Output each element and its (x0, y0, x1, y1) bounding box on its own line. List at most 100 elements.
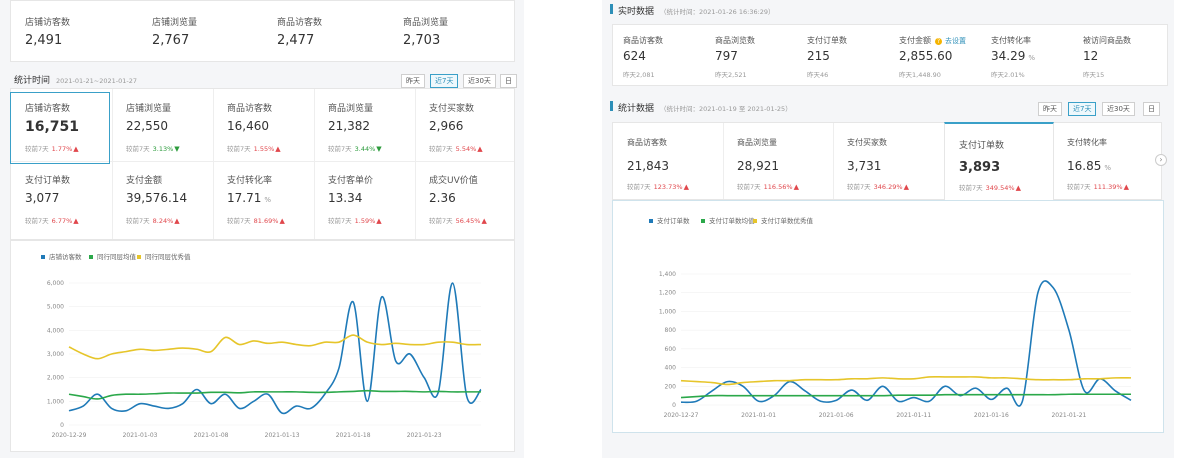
yesterday-value: 昨天2,521 (715, 71, 747, 79)
stat-label: 商品浏览数 (715, 36, 755, 45)
metrics-row: 商品访客数 21,843 较前7天 123.73%▲ 商品浏览量 28,921 较前7天 11… (612, 122, 1162, 200)
y-tick-label: 1,000 (47, 398, 64, 405)
x-tick-label: 2021-01-08 (194, 432, 229, 439)
stat-value: 12 (1083, 49, 1098, 63)
overview-card: 店铺访客数 2,491 店铺浏览量 2,767 商品访客数 2,477 商品浏览… (10, 0, 515, 62)
yesterday-value: 昨天2,081 (623, 71, 655, 79)
y-tick-label: 1,000 (659, 308, 676, 315)
metric-number: 16,751 (25, 119, 80, 135)
range-button-yesterday[interactable]: 昨天 (401, 74, 425, 88)
legend-swatch (649, 219, 653, 223)
legend-label: 同行同层均值 (97, 252, 137, 261)
metric-value: 3,893 (959, 160, 1000, 175)
range-button-yesterday[interactable]: 昨天 (1038, 102, 1062, 116)
compare-value: 1.55% (253, 145, 275, 153)
stat-label-row: 被访问商品数 (1083, 35, 1131, 46)
settings-link[interactable]: 去设置 (945, 37, 966, 45)
compare-label: 较前7天 (627, 183, 651, 191)
line-chart: 支付订单数 支付订单数均值 支付订单数优秀值 0 200 400 600 800 1,000 1,… (649, 216, 1132, 419)
metric-label: 支付买家数 (429, 104, 475, 114)
range-button-7days[interactable]: 近7天 (430, 74, 459, 88)
metric-number: 2.36 (429, 191, 456, 205)
metric-label: 支付买家数 (847, 138, 887, 147)
legend-label: 支付订单数均值 (709, 216, 755, 225)
x-tick-label: 2021-01-06 (819, 412, 854, 419)
stat-number: 2,855.60 (899, 49, 953, 63)
metric-number: 16.85 (1067, 159, 1102, 173)
legend-label: 支付订单数 (657, 216, 690, 225)
metric-compare: 较前7天 1.59%▲ (328, 215, 382, 225)
column-divider (314, 89, 315, 239)
realtime-title: 实时数据 (618, 7, 655, 17)
arrow-up-icon: ▲ (1123, 183, 1129, 191)
metric-unit: % (264, 196, 272, 204)
stat-label: 店铺访客数 (25, 18, 71, 28)
metric-number: 16,460 (227, 119, 269, 133)
metric-compare: 较前7天 56.45%▲ (429, 215, 487, 225)
legend-label: 支付订单数优秀值 (761, 216, 814, 225)
stat-label-row: 支付金额? 去设置 (899, 35, 966, 46)
legend-swatch (753, 219, 757, 223)
selected-metric-tab[interactable]: 支付订单数 3,893 较前7天 349.54%▲ (944, 122, 1054, 201)
y-tick-label: 3,000 (47, 351, 64, 358)
metric-value: 22,550 (126, 119, 168, 133)
metric-compare: 较前7天 1.55%▲ (227, 143, 281, 153)
stat-label: 商品浏览量 (403, 18, 449, 28)
x-tick-label: 2020-12-29 (52, 432, 87, 439)
legend-swatch (41, 255, 45, 259)
y-tick-label: 1,400 (659, 271, 676, 278)
metric-label: 支付客单价 (328, 176, 374, 186)
compare-value: 3.44% (354, 145, 376, 153)
metric-compare: 较前7天 8.24%▲ (126, 215, 180, 225)
metric-label: 支付转化率 (227, 176, 273, 186)
metric-compare: 较前7天 5.54%▲ (429, 143, 483, 153)
metric-label: 商品访客数 (627, 138, 667, 147)
compare-value: 56.45% (455, 217, 481, 225)
yesterday-value: 昨天46 (807, 71, 829, 79)
metric-label: 支付转化率 (1067, 138, 1107, 147)
metric-compare: 较前7天 6.77%▲ (25, 215, 79, 225)
metric-label: 成交UV价值 (429, 176, 478, 186)
y-tick-label: 600 (665, 346, 677, 353)
y-tick-label: 200 (665, 383, 677, 390)
metric-value: 28,921 (737, 159, 779, 173)
question-icon[interactable]: ? (935, 38, 942, 45)
metric-value: 21,382 (328, 119, 370, 133)
metric-number: 3,893 (959, 160, 1001, 175)
stat-value: 797 (715, 49, 738, 63)
compare-value: 1.59% (354, 217, 376, 225)
compare-value: 123.73% (653, 183, 683, 191)
stat-number: 12 (1083, 49, 1099, 63)
metric-compare: 较前7天 111.39%▲ (1067, 181, 1129, 191)
range-button-day[interactable]: 日 (500, 74, 517, 88)
metric-number: 13.34 (328, 191, 363, 205)
range-button-7days[interactable]: 近7天 (1068, 102, 1097, 116)
metric-value: 3,077 (25, 191, 59, 205)
stat-label: 商品访客数 (623, 36, 663, 45)
section-header: 统计时间 2021-01-21~2021-01-27 (14, 73, 137, 86)
range-button-30days[interactable]: 近30天 (1102, 102, 1135, 116)
metric-label: 商品浏览量 (737, 138, 777, 147)
left-dashboard: 店铺访客数 2,491 店铺浏览量 2,767 商品访客数 2,477 商品浏览… (0, 0, 524, 458)
compare-value: 6.77% (51, 217, 73, 225)
chevron-right-icon[interactable]: › (1155, 154, 1167, 166)
metric-compare: 较前7天 123.73%▲ (627, 181, 689, 191)
x-tick-label: 2021-01-01 (741, 412, 776, 419)
metric-label: 店铺访客数 (25, 104, 71, 114)
legend-swatch (89, 255, 93, 259)
y-tick-label: 5,000 (47, 304, 64, 311)
stat-value: 2,703 (403, 33, 441, 48)
metric-value: 21,843 (627, 159, 669, 173)
compare-label: 较前7天 (25, 217, 49, 225)
compare-label: 较前7天 (328, 145, 352, 153)
compare-value: 116.56% (763, 183, 793, 191)
compare-value: 111.39% (1093, 183, 1123, 191)
metric-value: 2.36 (429, 191, 456, 205)
range-button-day[interactable]: 日 (1143, 102, 1160, 116)
realtime-header: 实时数据 （统计时间：2021-01-26 16:36:29） (618, 4, 775, 17)
metric-compare: 较前7天 116.56%▲ (737, 181, 799, 191)
range-button-30days[interactable]: 近30天 (463, 74, 496, 88)
y-tick-label: 1,200 (659, 290, 676, 297)
metric-label: 店铺浏览量 (126, 104, 172, 114)
compare-label: 较前7天 (227, 217, 251, 225)
